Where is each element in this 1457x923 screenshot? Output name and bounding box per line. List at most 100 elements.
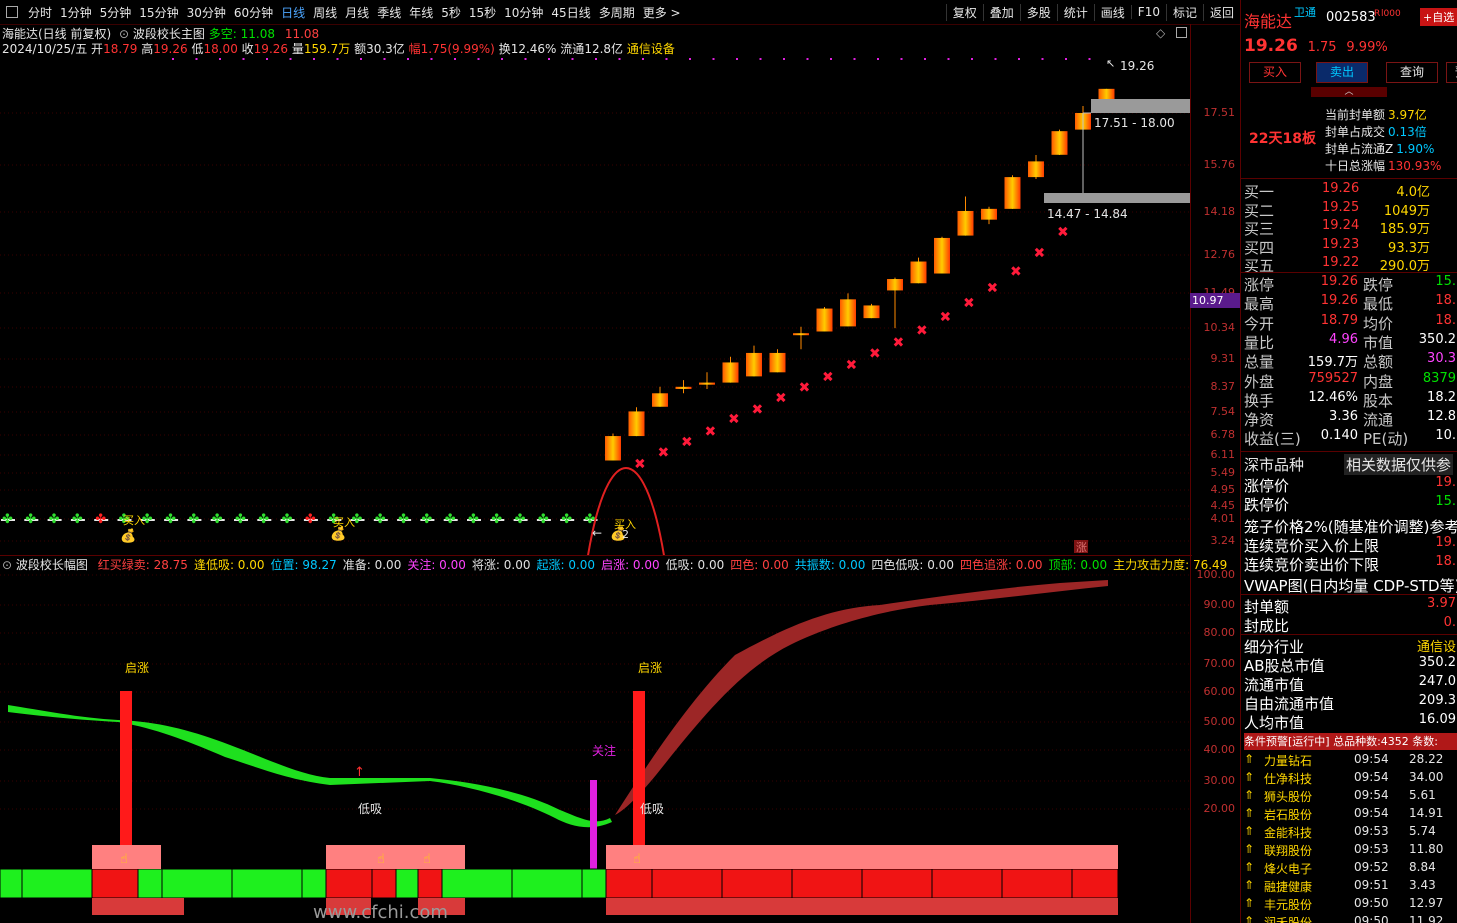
bid-row[interactable]: 买五 19.22 290.0万 xyxy=(1244,255,1457,275)
period-tab[interactable]: 10分钟 xyxy=(504,5,544,20)
tool-button[interactable]: 多股 xyxy=(1019,3,1057,21)
price-tick: 10.34 xyxy=(1203,321,1236,334)
stop-dot: ✖ xyxy=(681,434,693,450)
sub-indicator-value: 起涨: 0.00 xyxy=(536,558,596,572)
period-tab[interactable]: 60分钟 xyxy=(233,5,274,20)
price-tick: 6.78 xyxy=(1210,428,1236,441)
price-tick: 5.49 xyxy=(1210,466,1236,479)
candle-series xyxy=(605,88,1115,461)
period-tab[interactable]: 月线 xyxy=(345,5,370,20)
period-tab[interactable]: 15秒 xyxy=(468,5,497,20)
divider xyxy=(1241,594,1457,595)
collapse-icon[interactable]: ︿ xyxy=(1311,87,1387,97)
seal-amount-row-value: 0. xyxy=(1443,615,1456,630)
bid-row[interactable]: 买四 19.23 93.3万 xyxy=(1244,236,1457,257)
alert-item[interactable]: ⇑ 烽火电子 09:52 8.84 xyxy=(1244,860,1456,878)
period-tab[interactable]: 5秒 xyxy=(441,5,461,20)
bid-row[interactable]: 买三 19.24 185.9万 xyxy=(1244,218,1457,238)
indicator-name[interactable]: 波段校长主图 xyxy=(132,27,205,41)
seal-amount-row-label: 封成比 xyxy=(1244,617,1290,635)
period-tab[interactable]: 30分钟 xyxy=(186,5,226,20)
tool-button[interactable]: 叠加 xyxy=(982,3,1020,21)
up-signal-icon: ⇑ xyxy=(1244,824,1255,838)
main-kline-chart[interactable]: ✤ ✤ ✤ ✤ ✤ ✤ ✤ ✤ ✤ ✤ ✤ ✤ ✤ ✤ ✤ ✤ ✤ ✤ ✤ ✤ ✤ ✤ ✤ ✤ ✤ ✤ ✖✖✖✖✖✖✖✖✖✖✖✖✖… xyxy=(0,55,1190,555)
diamond-icon[interactable]: ◇ xyxy=(1156,26,1166,40)
amount-value: 30.3亿 xyxy=(366,42,405,56)
bid-price: 19.23 xyxy=(1322,236,1360,252)
sell-button[interactable]: 卖出 xyxy=(1316,62,1368,83)
tool-button[interactable]: F10 xyxy=(1130,5,1166,19)
tool-button[interactable]: 复权 xyxy=(945,3,983,21)
candle-body xyxy=(934,237,950,274)
alert-item[interactable]: ⇑ 融捷健康 09:51 3.43 xyxy=(1244,878,1456,896)
vol-value: 159.7万 xyxy=(303,42,351,56)
bid-row[interactable]: 买二 19.25 1049万 xyxy=(1244,200,1457,220)
add-watchlist-button[interactable]: +自选 xyxy=(1420,8,1457,26)
sub-tick: 80.00 xyxy=(1203,626,1236,639)
alert-header[interactable]: 条件预警[运行中] 总品种数:4352 条数: xyxy=(1244,733,1457,750)
stock-code: 002583 xyxy=(1326,10,1376,25)
chart-title-line: 海能达(日线 前复权) ⊙ 波段校长主图 多空: 11.08 11.08 xyxy=(2,25,319,42)
period-tab[interactable]: 周线 xyxy=(313,5,338,20)
clover-icon: ✤ xyxy=(328,512,339,527)
period-tab[interactable]: 年线 xyxy=(409,5,434,20)
window-icon[interactable] xyxy=(1176,27,1187,38)
indicator-dropdown-icon[interactable]: ⊙ xyxy=(119,27,130,41)
alert-item[interactable]: ⇑ 润禾股份 09:50 11.92 xyxy=(1244,914,1456,923)
tool-button[interactable]: 画线 xyxy=(1093,3,1131,21)
price-tick: 4.95 xyxy=(1210,483,1236,496)
tool-button[interactable]: 标记 xyxy=(1165,3,1203,21)
alert-item[interactable]: ⇑ 丰元股份 09:50 12.97 xyxy=(1244,896,1456,914)
qizhang-label-1: 启涨 xyxy=(125,660,149,675)
period-tab[interactable]: 日线 xyxy=(281,5,306,20)
fund-row-label: 细分行业 xyxy=(1244,638,1305,656)
signal-block xyxy=(441,868,513,899)
tool-button[interactable]: 返回 xyxy=(1202,3,1240,21)
limit-row-value: 15. xyxy=(1435,494,1456,509)
period-tab[interactable]: 1分钟 xyxy=(60,5,92,20)
top-dot xyxy=(971,58,973,60)
period-tab[interactable]: 5分钟 xyxy=(99,5,132,20)
menu-icon[interactable] xyxy=(6,6,18,18)
alert-item[interactable]: ⇑ 联翔股份 09:53 11.80 xyxy=(1244,842,1456,860)
alert-item[interactable]: ⇑ 岩石股份 09:54 14.91 xyxy=(1244,806,1456,824)
period-tab[interactable]: 45日线 xyxy=(551,5,591,20)
period-tab[interactable]: 季线 xyxy=(377,5,402,20)
quote-header: 海能达 卫通 002583 R l000 +自选 xyxy=(1244,6,1457,31)
alert-stock-name: 仕净科技 xyxy=(1264,772,1313,786)
stat-label: 跌停 xyxy=(1363,276,1394,294)
period-tab[interactable]: 分时 xyxy=(28,5,53,20)
seal-label: 封单占成交 xyxy=(1325,125,1386,139)
sub-oscillator-chart[interactable]: 启涨 启涨 低吸 低吸 关注 ↑ ☝ ☝ ☝ ☝ www.cfchi.com xyxy=(0,571,1190,923)
query-button[interactable]: 查询 xyxy=(1386,62,1438,83)
sub-indicator-name[interactable]: 波段校长幅图 xyxy=(15,558,88,572)
alert-item[interactable]: ⇑ 仕净科技 09:54 34.00 xyxy=(1244,770,1456,788)
stop-dot: ✖ xyxy=(799,380,811,396)
buy-button[interactable]: 买入 xyxy=(1249,62,1301,83)
period-tab[interactable]: 15分钟 xyxy=(139,5,179,20)
sub-tick: 30.00 xyxy=(1203,774,1236,787)
period-tab[interactable]: 多周期 xyxy=(598,5,635,20)
seal-row: 封单占流通Z 1.90% xyxy=(1325,140,1441,157)
open-label: 开 xyxy=(91,42,104,56)
green-ribbon xyxy=(8,705,612,828)
stat-value: 759527 xyxy=(1308,370,1358,386)
alert-button[interactable]: 预警 xyxy=(1446,62,1457,83)
stat-row: 最高 19.26 最低 18. xyxy=(1244,293,1457,313)
alert-item[interactable]: ⇑ 金能科技 09:53 5.74 xyxy=(1244,824,1456,842)
signal-block xyxy=(21,868,93,899)
alert-item[interactable]: ⇑ 力量钻石 09:54 28.22 xyxy=(1244,752,1456,770)
red-ribbon xyxy=(615,580,1108,815)
sub-dropdown-icon[interactable]: ⊙ xyxy=(2,558,13,572)
buy-marker-1: 买入 xyxy=(123,514,145,527)
buy-marker-3: 买入 xyxy=(614,518,636,531)
alert-item[interactable]: ⇑ 狮头股份 09:54 5.61 xyxy=(1244,788,1456,806)
bid-row[interactable]: 买一 19.26 4.0亿 xyxy=(1244,181,1457,201)
clover-icon: ✤ xyxy=(95,512,106,527)
top-dot xyxy=(947,58,950,60)
hand-pointer-icon: ☝ xyxy=(120,852,128,867)
period-tab[interactable]: 更多 > xyxy=(642,5,681,20)
tool-button[interactable]: 统计 xyxy=(1056,3,1094,21)
top-dot xyxy=(900,58,903,60)
up-signal-icon: ⇑ xyxy=(1244,842,1255,856)
